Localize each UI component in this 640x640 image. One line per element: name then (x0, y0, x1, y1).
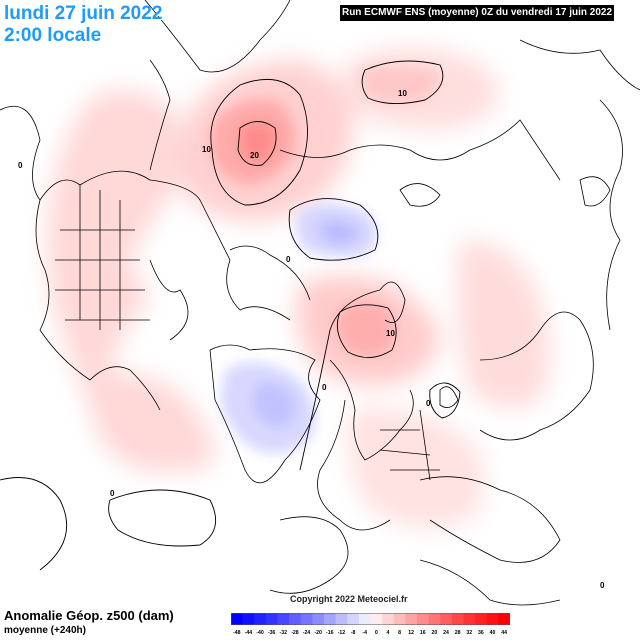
legend-tick-label: -36 (268, 630, 276, 636)
legend-swatch (347, 613, 360, 625)
legend-swatch (475, 613, 488, 625)
legend-tick-label: 8 (398, 630, 401, 636)
legend-swatch (440, 613, 453, 625)
legend-tick-label: -44 (245, 630, 253, 636)
legend-tick-label: 24 (443, 630, 449, 636)
contour-label: 0 (110, 489, 115, 498)
legend-swatch (451, 613, 464, 625)
legend-swatch (417, 613, 429, 625)
legend-tick-label: -40 (256, 630, 264, 636)
legend-border (231, 613, 510, 625)
legend-tick-label: 40 (490, 630, 496, 636)
legend-tick-label: -28 (291, 630, 299, 636)
legend-tick-label: 28 (455, 630, 461, 636)
legend-swatch (300, 613, 313, 625)
legend-tick-label: -32 (280, 630, 288, 636)
contour-label: 0 (18, 161, 23, 170)
contour-label: 0 (600, 581, 605, 590)
copyright-notice: Copyright 2022 Meteociel.fr (290, 594, 408, 604)
variable-title: Anomalie Géop. z500 (dam) (4, 608, 174, 623)
forecast-local-time: 2:00 locale (4, 25, 102, 46)
run-info-banner: Run ECMWF ENS (moyenne) 0Z du vendredi 1… (340, 5, 614, 21)
legend-swatch (231, 613, 243, 625)
legend-swatch (382, 613, 395, 625)
legend-swatch (254, 613, 267, 625)
legend-tick-label: 32 (466, 630, 472, 636)
legend-tick-label: -24 (303, 630, 311, 636)
color-scale-legend: -48 -44 -40 -36 -32 -28 -24 -20 -16 -12 -8 -4 0 4 8 12 1… (231, 613, 510, 636)
legend-swatch (324, 613, 336, 625)
legend-tick-label: -48 (233, 630, 241, 636)
contour-label: 10 (398, 89, 407, 98)
legend-swatch (370, 613, 383, 625)
contour-value-labels: 10 20 10 0 10 0 0 0 0 0 (18, 89, 605, 590)
legend-tick-label: 44 (501, 630, 507, 636)
legend-swatch (393, 613, 406, 625)
legend-tick-label: 12 (408, 630, 414, 636)
contour-label: 0 (426, 399, 431, 408)
legend-swatch (405, 613, 418, 625)
variable-subtitle: moyenne (+240h) (4, 625, 86, 636)
contour-label: 0 (322, 383, 327, 392)
contour-label: 0 (286, 255, 291, 264)
contour-label: 20 (250, 151, 259, 160)
legend-tick-label: -4 (362, 630, 367, 636)
legend-swatch (428, 613, 441, 625)
legend-swatch (277, 613, 290, 625)
forecast-date: lundi 27 juin 2022 (4, 3, 163, 24)
legend-swatch (486, 613, 499, 625)
negative-anomaly-field (220, 203, 377, 454)
contour-label: 10 (202, 145, 211, 154)
legend-tick-label: 16 (420, 630, 426, 636)
legend-swatch (463, 613, 476, 625)
legend-tick-label: -8 (351, 630, 356, 636)
contour-label: 10 (386, 329, 395, 338)
legend-swatch (498, 613, 510, 625)
legend-tick-label: 4 (386, 630, 389, 636)
legend-swatch (265, 613, 278, 625)
legend-tick-label: -20 (314, 630, 322, 636)
legend-tick-label: 36 (478, 630, 484, 636)
legend-tick-label: -16 (326, 630, 334, 636)
legend-swatch (242, 613, 255, 625)
legend-tick-label: 20 (432, 630, 438, 636)
legend-swatch (335, 613, 348, 625)
coastlines (0, 0, 640, 606)
strong-positive-anomaly (210, 66, 438, 356)
legend-swatch (312, 613, 325, 625)
legend-tick-label: 0 (375, 630, 378, 636)
positive-anomaly-field (46, 47, 550, 528)
contour-lines (0, 60, 461, 571)
legend-tick-label: -12 (338, 630, 346, 636)
legend-swatch (358, 613, 371, 625)
legend-swatch (289, 613, 302, 625)
